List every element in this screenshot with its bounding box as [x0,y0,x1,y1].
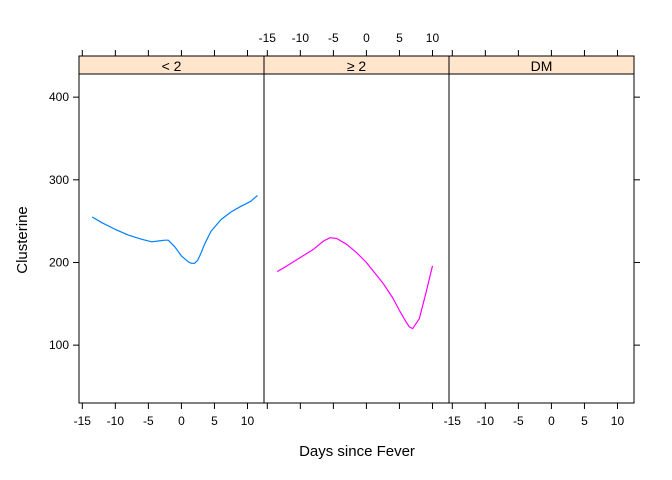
x-tick-label-bottom: -15 [74,414,92,428]
series-line-1 [276,237,434,330]
y-tick-label: 100 [49,338,69,352]
panel-frame-2 [448,73,635,404]
x-tick-label-top: 10 [426,31,440,45]
strip-label-2: DM [531,58,553,74]
x-tick-label-bottom: 10 [241,414,255,428]
x-tick-label-bottom: 5 [211,414,218,428]
x-tick-label-top: -15 [259,31,277,45]
x-tick-label-bottom: -5 [513,414,524,428]
strip-label-0: < 2 [162,58,182,74]
x-tick-label-bottom: -10 [477,414,495,428]
strip-label-1: ≥ 2 [347,58,367,74]
y-tick-label: 400 [49,90,69,104]
panel-frame-1 [263,73,450,404]
x-axis-title: Days since Fever [299,443,415,460]
x-tick-label-top: -5 [328,31,339,45]
x-tick-label-bottom: 10 [611,414,625,428]
x-tick-label-top: 5 [396,31,403,45]
y-tick-label: 300 [49,173,69,187]
x-tick-label-top: 0 [363,31,370,45]
x-tick-label-bottom: 0 [178,414,185,428]
y-axis-title: Clusterine [14,206,31,274]
x-tick-label-bottom: -5 [143,414,154,428]
series-line-0 [91,195,258,264]
x-tick-label-bottom: 0 [548,414,555,428]
y-tick-label: 200 [49,255,69,269]
x-tick-label-bottom: 5 [581,414,588,428]
panels-group: < 2 -15 -10 -5 0 5 10 ≥ 2 -15 -10 -5 0 5 10 DM -15 -10 -5… [49,31,640,428]
x-tick-label-bottom: -10 [107,414,125,428]
x-tick-label-top: -10 [292,31,310,45]
panel-frame-0 [78,73,265,404]
x-tick-label-bottom: -15 [444,414,462,428]
